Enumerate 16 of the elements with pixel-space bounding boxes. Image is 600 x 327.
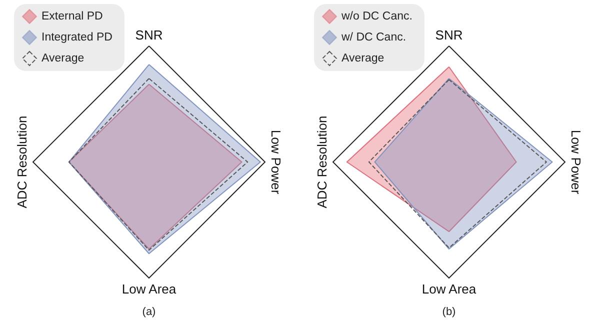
legend-label: Average <box>342 52 384 64</box>
legend-label: w/o DC Canc. <box>340 10 412 22</box>
spoke-label: Low Power <box>568 130 584 195</box>
legend-label: External PD <box>42 10 103 22</box>
legend-label: Average <box>42 52 84 64</box>
spoke-label: Low Power <box>268 130 284 195</box>
text: (a) <box>142 306 156 318</box>
spoke-label: SNR <box>435 28 463 42</box>
spoke-label: ADC Resolution <box>314 116 330 208</box>
legend-label: Integrated PD <box>42 32 112 44</box>
legend-label: w/ DC Canc. <box>340 32 406 44</box>
spoke-label: Low Area <box>122 282 177 296</box>
text: (b) <box>442 306 456 318</box>
spoke-label: ADC Resolution <box>14 116 30 208</box>
spoke-label: SNR <box>135 28 163 42</box>
spoke-label: Low Area <box>422 282 477 296</box>
